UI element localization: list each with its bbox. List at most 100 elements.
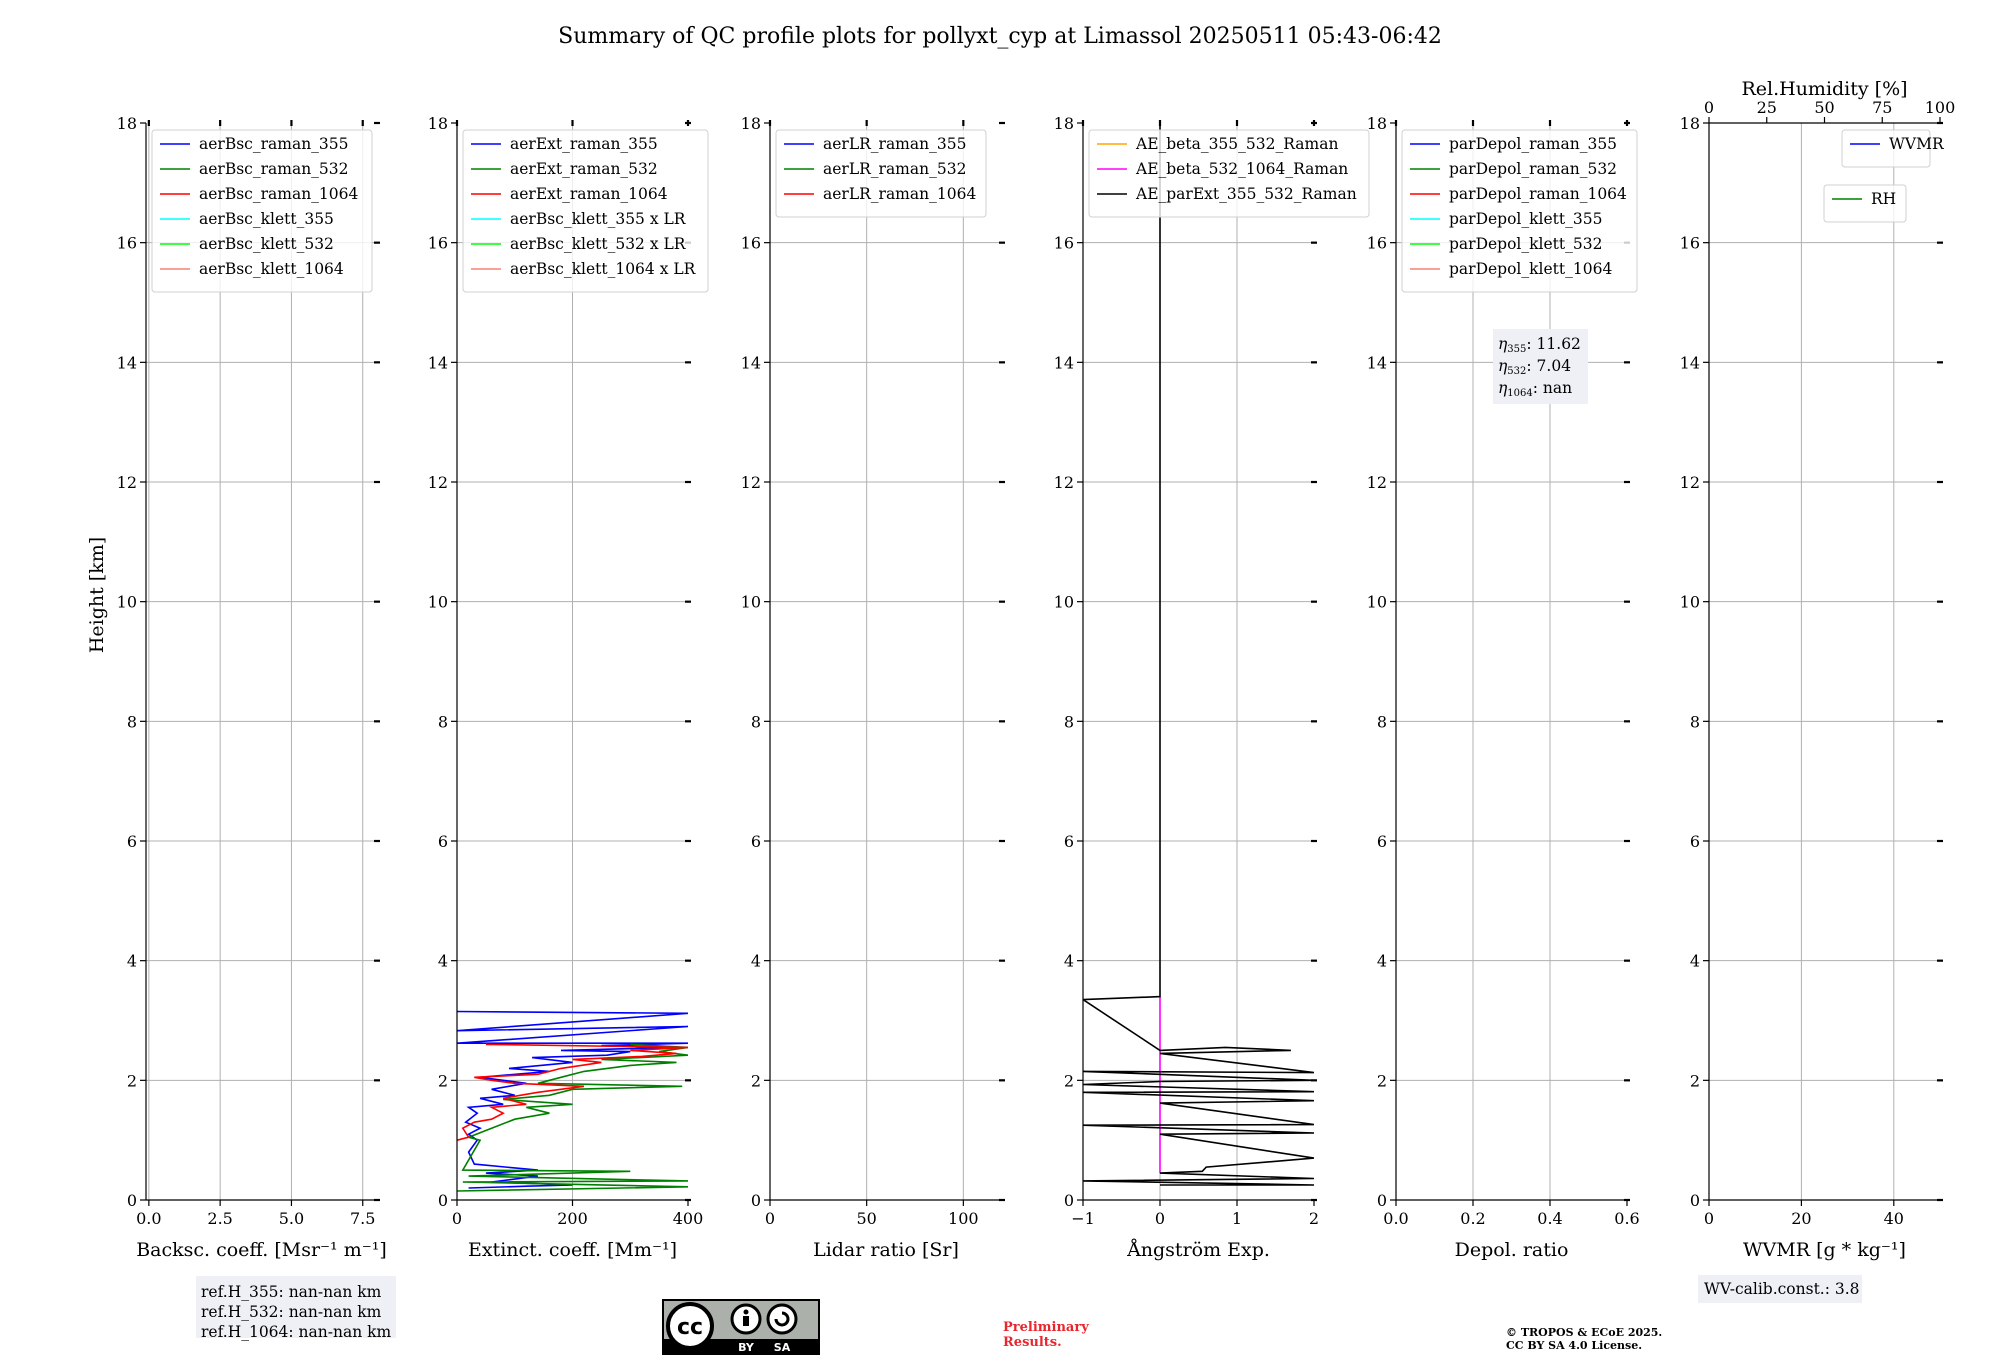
x-axis-label: Backsc. coeff. [Msr⁻¹ m⁻¹] — [136, 1239, 387, 1261]
y-tick-label: 10 — [1054, 593, 1074, 612]
legend-label: WVMR — [1889, 135, 1945, 153]
y-tick-label: 0 — [1064, 1191, 1074, 1210]
x-tick-label: −1 — [1071, 1209, 1095, 1228]
y-tick-label: 4 — [127, 952, 137, 971]
legend-label: aerBsc_klett_355 x LR — [510, 210, 687, 228]
x-tick-label: 5.0 — [279, 1209, 304, 1228]
y-tick-label: 8 — [127, 712, 137, 731]
x-tick-label: 0.2 — [1460, 1209, 1485, 1228]
panel-2: 0 2 4 6 8 10 12 14 16 18 0 200 400 Extinct. coeff. [M… — [428, 114, 709, 1261]
y-tick-label: 8 — [751, 712, 761, 731]
x-tick-label: 0.0 — [136, 1209, 161, 1228]
y-tick-label: 12 — [1054, 473, 1074, 492]
y-tick-label: 16 — [1680, 234, 1700, 253]
y-axis-label: Height [km] — [86, 537, 108, 653]
x-axis-label: Depol. ratio — [1455, 1239, 1569, 1261]
eta-box: η355: 11.62 η532: 7.04 η1064: nan — [1493, 329, 1588, 404]
x-tick-label: 50 — [856, 1209, 876, 1228]
y-tick-label: 0 — [1690, 1191, 1700, 1210]
legend-label: aerLR_raman_1064 — [823, 185, 976, 203]
legend-frame — [1401, 129, 1638, 293]
legend-label: aerLR_raman_532 — [823, 160, 966, 178]
y-tick-label: 12 — [117, 473, 137, 492]
legend-frame — [1841, 129, 1931, 168]
y-tick-label: 2 — [127, 1071, 137, 1090]
legend-label: aerExt_raman_532 — [510, 160, 658, 178]
y-tick-label: 4 — [1377, 952, 1387, 971]
y-tick-label: 14 — [1680, 353, 1700, 372]
legend-label: aerExt_raman_355 — [510, 135, 658, 153]
copyright-line1: © TROPOS & ECoE 2025. — [1506, 1326, 1662, 1339]
cc-by-label: BY — [738, 1341, 755, 1354]
wv-calib-text: WV-calib.const.: 3.8 — [1704, 1280, 1860, 1298]
x-tick-label: 1 — [1232, 1209, 1242, 1228]
y-tick-label: 4 — [751, 952, 761, 971]
y-tick-label: 2 — [438, 1071, 448, 1090]
legend: aerExt_raman_355 aerExt_raman_532 aerExt_r… — [462, 129, 709, 293]
preliminary-line2: Results. — [1003, 1335, 1062, 1350]
legend-label: aerBsc_klett_355 — [199, 210, 334, 228]
y-tick-label: 18 — [117, 114, 137, 133]
ref-h-532: ref.H_532: nan-nan km — [201, 1303, 382, 1321]
legend-frame — [151, 129, 373, 293]
legend-label: aerBsc_klett_532 x LR — [510, 235, 687, 253]
y-tick-label: 2 — [1377, 1071, 1387, 1090]
x-tick-label: 0.6 — [1614, 1209, 1639, 1228]
y-tick-label: 0 — [751, 1191, 761, 1210]
x-axis-label: Lidar ratio [Sr] — [813, 1239, 959, 1261]
panel-1: 0 2 4 6 8 10 12 14 16 18 0.0 2.5 5.0 7.5 Backsc. coeff… — [117, 114, 387, 1261]
y-tick-label: 8 — [438, 712, 448, 731]
legend-label: RH — [1871, 190, 1896, 208]
figure-title: Summary of QC profile plots for pollyxt_… — [558, 24, 1442, 49]
legend: AE_beta_355_532_Raman AE_beta_532_1064_Ra… — [1088, 129, 1370, 218]
legend-label: parDepol_klett_1064 — [1449, 260, 1612, 278]
y-tick-label: 4 — [1064, 952, 1074, 971]
legend-rh: RH — [1823, 184, 1907, 223]
x-tick-label: 0.4 — [1537, 1209, 1562, 1228]
y-tick-label: 18 — [428, 114, 448, 133]
eta-1064: η1064: nan — [1498, 379, 1572, 399]
x-axis-label: Extinct. coeff. [Mm⁻¹] — [468, 1239, 677, 1261]
legend-frame — [1823, 184, 1907, 223]
y-tick-label: 12 — [1367, 473, 1387, 492]
legend-label: parDepol_klett_532 — [1449, 235, 1602, 253]
cc-letters: cc — [677, 1315, 703, 1340]
series-line-aerExt_raman_532 — [457, 1043, 688, 1192]
series-line-AE_parExt_355_532_Raman — [1083, 123, 1314, 1186]
x-tick-label: 400 — [673, 1209, 704, 1228]
top-axis-label: Rel.Humidity [%] — [1741, 78, 1907, 100]
y-tick-label: 18 — [1054, 114, 1074, 133]
ref-h-355: ref.H_355: nan-nan km — [201, 1283, 382, 1301]
top-tick-label: 50 — [1814, 98, 1834, 117]
legend-label: parDepol_raman_355 — [1449, 135, 1617, 153]
panel-5: 0 2 4 6 8 10 12 14 16 18 0.0 0.2 0.4 0.6 Depol. ratio p… — [1367, 114, 1640, 1261]
x-tick-label: 0 — [1155, 1209, 1165, 1228]
preliminary-line1: Preliminary — [1003, 1320, 1089, 1335]
legend: parDepol_raman_355 parDepol_raman_532 parD… — [1401, 129, 1638, 293]
y-tick-label: 12 — [1680, 473, 1700, 492]
legend-label: aerBsc_klett_1064 x LR — [510, 260, 697, 278]
y-tick-label: 0 — [1377, 1191, 1387, 1210]
y-tick-label: 16 — [428, 234, 448, 253]
legend-label: AE_parExt_355_532_Raman — [1135, 185, 1357, 203]
x-tick-label: 0 — [452, 1209, 462, 1228]
y-tick-label: 16 — [1367, 234, 1387, 253]
legend-label: AE_beta_355_532_Raman — [1135, 135, 1338, 153]
x-axis-label: WVMR [g * kg⁻¹] — [1743, 1239, 1906, 1261]
legend-label: parDepol_raman_1064 — [1449, 185, 1627, 203]
y-tick-label: 10 — [1367, 593, 1387, 612]
legend-label: aerBsc_raman_1064 — [199, 185, 359, 203]
x-axis-label: Ångström Exp. — [1126, 1239, 1270, 1261]
legend: aerBsc_raman_355 aerBsc_raman_532 aerBsc_r… — [151, 129, 373, 293]
legend-frame — [1088, 129, 1370, 218]
x-tick-label: 20 — [1791, 1209, 1811, 1228]
y-tick-label: 14 — [1054, 353, 1074, 372]
y-tick-label: 2 — [751, 1071, 761, 1090]
y-tick-label: 10 — [1680, 593, 1700, 612]
panel-3: 0 2 4 6 8 10 12 14 16 18 0 50 100 Lidar ratio [Sr] aer… — [741, 114, 1005, 1261]
legend-label: aerExt_raman_1064 — [510, 185, 668, 203]
legend-frame — [462, 129, 709, 293]
y-tick-label: 18 — [1680, 114, 1700, 133]
top-tick-label: 0 — [1704, 98, 1714, 117]
